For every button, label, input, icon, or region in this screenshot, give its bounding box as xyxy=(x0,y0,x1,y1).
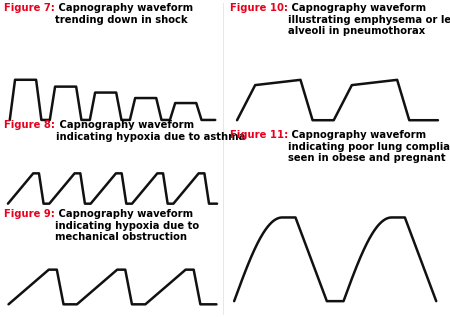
Text: Figure 11:: Figure 11: xyxy=(230,130,288,140)
Text: Capnography waveform
indicating hypoxia due to
mechanical obstruction: Capnography waveform indicating hypoxia … xyxy=(55,209,199,243)
Text: Capnography waveform
trending down in shock: Capnography waveform trending down in sh… xyxy=(55,3,194,25)
Text: Figure 8:: Figure 8: xyxy=(4,120,55,131)
Text: Figure 7:: Figure 7: xyxy=(4,3,55,13)
Text: Figure 9:: Figure 9: xyxy=(4,209,55,219)
Text: Capnography waveform
illustrating emphysema or leaking
alveoli in pneumothorax: Capnography waveform illustrating emphys… xyxy=(288,3,450,36)
Text: Figure 10:: Figure 10: xyxy=(230,3,288,13)
Text: Capnography waveform
indicating hypoxia due to asthma: Capnography waveform indicating hypoxia … xyxy=(55,120,245,142)
Text: Capnography waveform
indicating poor lung compliance, also
seen in obese and pre: Capnography waveform indicating poor lun… xyxy=(288,130,450,163)
